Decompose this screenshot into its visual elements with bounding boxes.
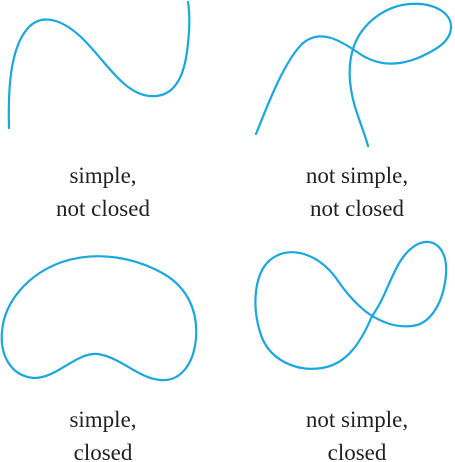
panel-not-simple-closed: not simple, closed bbox=[254, 240, 448, 462]
curve-simple-closed bbox=[0, 255, 198, 382]
caption-line1: simple, bbox=[69, 163, 136, 188]
panel-simple-not-closed: simple, not closed bbox=[7, 0, 191, 221]
panel-not-simple-not-closed: not simple, not closed bbox=[254, 2, 453, 221]
curve-not-simple-closed bbox=[254, 240, 448, 370]
panel-simple-closed: simple, closed bbox=[0, 255, 198, 462]
caption-line1: not simple, bbox=[306, 407, 408, 432]
caption-line1: not simple, bbox=[306, 163, 408, 188]
caption-line2: not closed bbox=[56, 196, 150, 221]
caption-line2: closed bbox=[328, 440, 387, 462]
curve-not-simple-not-closed bbox=[254, 2, 453, 148]
caption-line2: closed bbox=[74, 440, 133, 462]
caption-line1: simple, bbox=[69, 407, 136, 432]
caption-line2: not closed bbox=[310, 196, 404, 221]
curve-simple-not-closed bbox=[7, 0, 191, 130]
